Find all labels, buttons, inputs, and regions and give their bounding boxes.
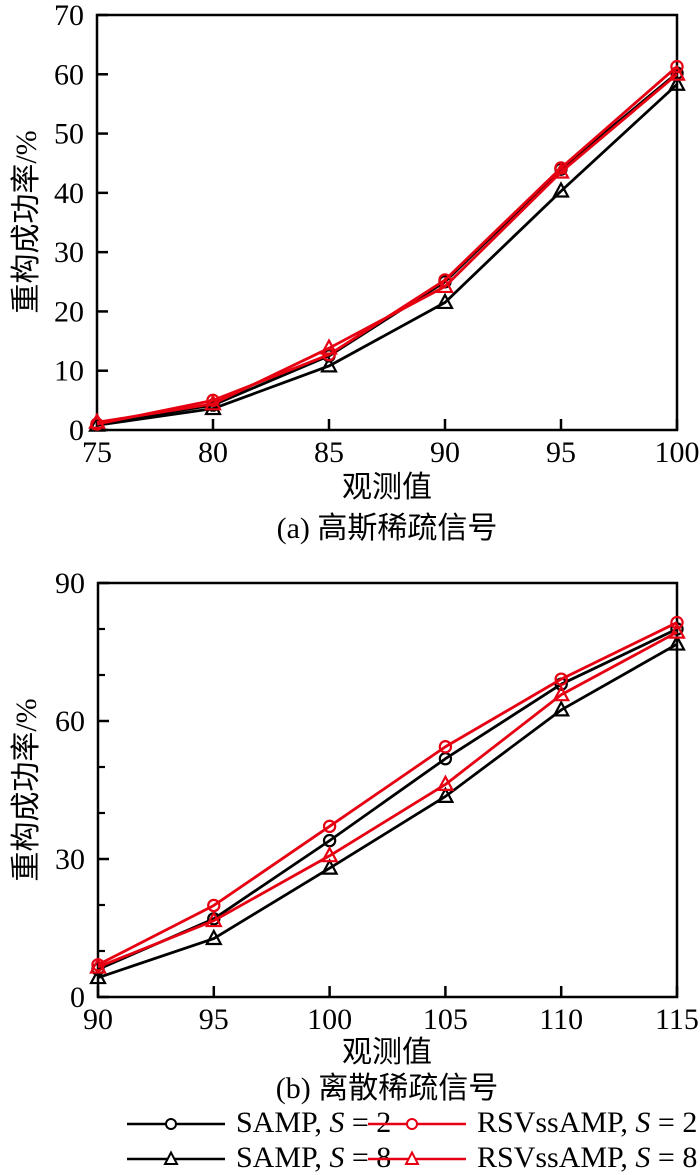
- y-tick-label: 70: [54, 0, 84, 32]
- chart-panel-a: 75 80 85 90 95 100 0 10 20 30 40 50 60 70: [54, 0, 700, 469]
- marker-triangle: [552, 162, 570, 179]
- chart-panel-b: 90 95 100 105 110 115 0 30 60 90: [55, 567, 699, 1036]
- x-tick-label: 80: [198, 436, 228, 469]
- series-line: [96, 65, 678, 426]
- marker-circle: [670, 59, 684, 74]
- marker-circle: [322, 819, 337, 834]
- marker-triangle: [320, 338, 338, 355]
- y-axis-label-a: 重构成功率/%: [10, 130, 43, 314]
- marker-triangle: [204, 398, 222, 416]
- x-tick-label: 95: [199, 1003, 229, 1036]
- series-line: [97, 621, 678, 967]
- y-tick-label: 50: [54, 118, 84, 151]
- x-tick-label: 115: [655, 1003, 699, 1036]
- series-line: [96, 72, 678, 426]
- marker-triangle: [88, 412, 106, 429]
- marker-triangle: [204, 928, 223, 946]
- y-tick-label: 20: [54, 295, 84, 328]
- series-rsvssamp-s-2: [90, 59, 684, 431]
- marker-circle: [438, 740, 453, 754]
- panel-caption-b: (b) 离散稀疏信号: [275, 1072, 499, 1105]
- y-tick-label: 90: [55, 567, 85, 600]
- x-tick-label: 100: [307, 1003, 352, 1036]
- marker-triangle: [89, 967, 107, 985]
- marker-triangle: [668, 74, 686, 91]
- x-axis-label-b: 观测值: [342, 1036, 432, 1069]
- plot-frame: [95, 13, 679, 432]
- marker-triangle: [436, 774, 455, 791]
- series-rsvssamp-s-8: [88, 64, 686, 429]
- series-line: [96, 73, 678, 424]
- x-tick-label: 75: [82, 436, 112, 469]
- x-tick-label: 105: [423, 1003, 468, 1036]
- marker-triangle: [552, 700, 571, 717]
- series-line: [97, 630, 678, 969]
- marker-triangle: [436, 292, 454, 310]
- x-tick-label: 90: [430, 436, 460, 469]
- marker-triangle: [668, 64, 686, 81]
- marker-circle: [670, 615, 684, 630]
- series-samp-s-8: [88, 74, 686, 432]
- y-tick-label: 30: [54, 236, 84, 269]
- marker-triangle: [320, 845, 339, 863]
- y-tick-label: 0: [70, 981, 85, 1014]
- marker-triangle: [668, 622, 686, 639]
- marker-triangle: [436, 276, 454, 294]
- x-axis-label-a: 观测值: [342, 471, 432, 504]
- y-axis-label-b: 重构成功率/%: [10, 698, 43, 882]
- y-tick-label: 10: [54, 355, 84, 388]
- marker-triangle: [89, 957, 107, 974]
- marker-triangle: [668, 634, 686, 651]
- marker-triangle: [552, 181, 570, 198]
- series-rsvssamp-s-8: [89, 622, 686, 974]
- series-line: [97, 642, 678, 980]
- panel-caption-a: (a) 高斯稀疏信号: [276, 512, 498, 545]
- x-tick-label: 85: [314, 436, 344, 469]
- x-tick-label: 110: [539, 1003, 583, 1036]
- series-line: [96, 83, 678, 427]
- marker-triangle: [204, 393, 222, 411]
- plot-frame: [96, 581, 679, 999]
- x-tick-label: 100: [655, 436, 700, 469]
- y-tick-label: 30: [55, 843, 85, 876]
- series-samp-s-8: [89, 634, 686, 985]
- series-samp-s-2: [90, 66, 684, 431]
- x-tick-label: 95: [546, 436, 576, 469]
- y-tick-label: 60: [54, 58, 84, 91]
- marker-triangle: [320, 858, 339, 875]
- marker-triangle: [320, 356, 338, 373]
- marker-circle: [554, 672, 568, 686]
- y-tick-label: 40: [54, 177, 84, 210]
- marker-triangle: [204, 910, 223, 928]
- marker-triangle: [436, 786, 455, 803]
- y-tick-label: 60: [55, 705, 85, 738]
- y-tick-label: 0: [69, 414, 84, 447]
- marker-triangle: [552, 684, 571, 702]
- x-tick-label: 90: [83, 1003, 113, 1036]
